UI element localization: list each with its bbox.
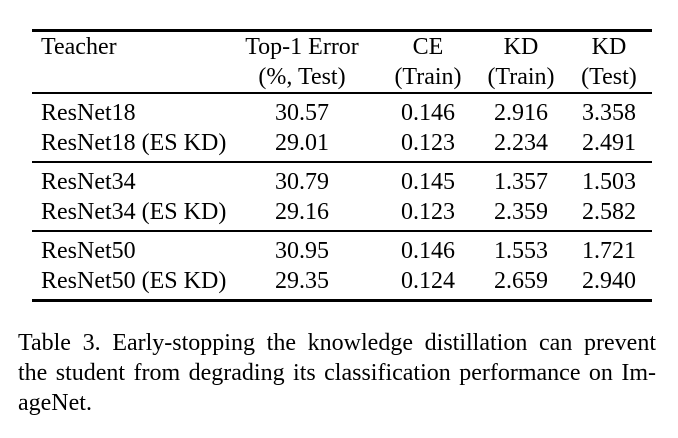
ce-train-cell: 0.146 (401, 238, 455, 264)
table-row: ResNet34 (ES KD) 29.16 0.123 2.359 2.582 (32, 197, 652, 231)
kd-test-cell: 2.582 (582, 199, 636, 225)
ce-train-cell: 0.124 (401, 268, 455, 294)
table-row: ResNet50 (ES KD) 29.35 0.124 2.659 2.940 (32, 266, 652, 301)
kd-test-cell: 2.491 (582, 130, 636, 156)
kd-test-cell: 3.358 (582, 100, 636, 126)
top1-error-cell: 29.01 (275, 130, 329, 156)
table-row: ResNet34 30.79 0.145 1.357 1.503 (32, 162, 652, 197)
table-row: ResNet50 30.95 0.146 1.553 1.721 (32, 231, 652, 266)
table-header: Teacher Top-1 Error (%, Test) CE (Train)… (32, 31, 652, 94)
col-header-top1-error-line1: Top-1 Error (245, 34, 359, 60)
col-header-teacher-line1: Teacher (41, 34, 117, 60)
top1-error-cell: 29.35 (275, 268, 329, 294)
top1-error-cell: 30.57 (275, 100, 329, 126)
ce-train-cell: 0.123 (401, 130, 455, 156)
table-row: ResNet18 (ES KD) 29.01 0.123 2.234 2.491 (32, 128, 652, 162)
ce-train-cell: 0.146 (401, 100, 455, 126)
col-header-kd-train: KD (Train) (476, 31, 566, 94)
results-table: Teacher Top-1 Error (%, Test) CE (Train)… (32, 29, 652, 302)
ce-train-cell: 0.145 (401, 169, 455, 195)
kd-train-cell: 1.553 (494, 238, 548, 264)
kd-train-cell: 2.659 (494, 268, 548, 294)
col-header-top1-error-line2: (%, Test) (258, 64, 346, 90)
col-header-ce-train-line1: CE (412, 34, 444, 60)
kd-train-cell: 2.359 (494, 199, 548, 225)
teacher-cell: ResNet18 (41, 100, 136, 126)
teacher-cell: ResNet50 (41, 238, 136, 264)
kd-test-cell: 1.503 (582, 169, 636, 195)
col-header-kd-train-line1: KD (503, 34, 539, 60)
col-header-kd-test: KD (Test) (566, 31, 652, 94)
group-resnet34: ResNet34 30.79 0.145 1.357 1.503 ResNet3… (32, 162, 652, 231)
top1-error-cell: 30.79 (275, 169, 329, 195)
teacher-cell: ResNet34 (41, 169, 136, 195)
teacher-cell: ResNet34 (ES KD) (41, 199, 227, 225)
top1-error-cell: 30.95 (275, 238, 329, 264)
kd-test-cell: 1.721 (582, 238, 636, 264)
table-caption: Table 3. Early-stopping the knowledge di… (18, 328, 656, 418)
caption-line: the student from degrading its classific… (18, 360, 656, 386)
table-row: ResNet18 30.57 0.146 2.916 3.358 (32, 93, 652, 128)
col-header-kd-test-line2: (Test) (581, 64, 637, 90)
col-header-kd-test-line1: KD (591, 34, 627, 60)
header-row: Teacher Top-1 Error (%, Test) CE (Train)… (32, 31, 652, 94)
group-resnet50: ResNet50 30.95 0.146 1.553 1.721 ResNet5… (32, 231, 652, 301)
kd-train-cell: 2.234 (494, 130, 548, 156)
kd-test-cell: 2.940 (582, 268, 636, 294)
teacher-cell: ResNet18 (ES KD) (41, 130, 227, 156)
col-header-kd-train-line2: (Train) (487, 64, 555, 90)
top1-error-cell: 29.16 (275, 199, 329, 225)
col-header-ce-train-line2: (Train) (394, 64, 462, 90)
col-header-teacher: Teacher (32, 31, 224, 94)
ce-train-cell: 0.123 (401, 199, 455, 225)
caption-line: Table 3. Early-stopping the knowledge di… (18, 330, 656, 356)
caption-line: ageNet. (18, 390, 92, 416)
kd-train-cell: 2.916 (494, 100, 548, 126)
teacher-cell: ResNet50 (ES KD) (41, 268, 227, 294)
col-header-top1-error: Top-1 Error (%, Test) (224, 31, 380, 94)
col-header-ce-train: CE (Train) (380, 31, 476, 94)
kd-train-cell: 1.357 (494, 169, 548, 195)
group-resnet18: ResNet18 30.57 0.146 2.916 3.358 ResNet1… (32, 93, 652, 162)
